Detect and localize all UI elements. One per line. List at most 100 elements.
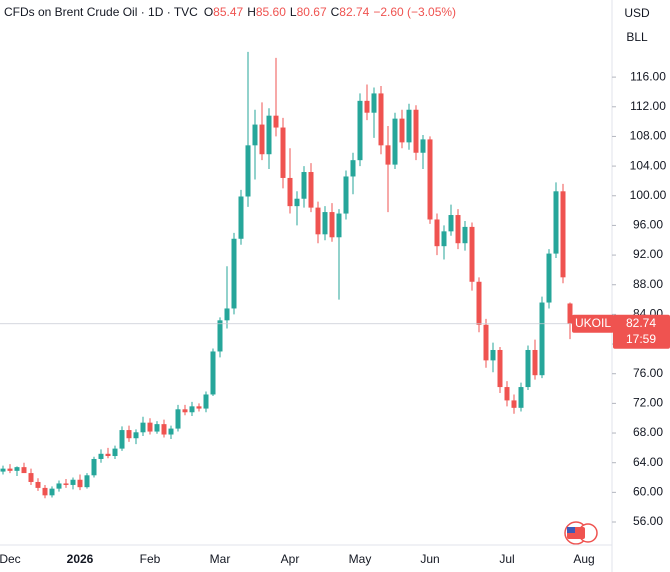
candle-body — [448, 215, 454, 232]
candle — [231, 232, 237, 315]
candle-body — [511, 400, 517, 408]
candle — [14, 466, 20, 477]
candle — [49, 486, 55, 498]
candle — [21, 462, 27, 474]
candle-body — [56, 483, 62, 489]
candle — [91, 456, 97, 478]
candle-body — [378, 93, 384, 146]
candle-body — [0, 468, 6, 472]
ohlc-value: 82.74 — [339, 5, 369, 19]
candle-body — [539, 302, 545, 376]
candle — [266, 108, 272, 170]
candle-body — [280, 127, 286, 178]
candle-body — [63, 483, 69, 485]
candle-body — [385, 145, 391, 165]
candle — [7, 464, 13, 474]
flag-canton — [567, 527, 575, 533]
countdown: 17:59 — [626, 332, 656, 346]
candle-body — [329, 212, 335, 238]
candle-body — [84, 475, 90, 488]
candle — [161, 419, 167, 438]
candle — [35, 478, 41, 491]
candle — [203, 391, 209, 413]
y-tick-label: 108.00 — [630, 129, 667, 143]
candle — [546, 249, 552, 309]
candle — [490, 342, 496, 373]
candle — [154, 421, 160, 434]
candle — [301, 166, 307, 208]
candle-body — [168, 428, 174, 435]
candle — [371, 87, 377, 138]
candle — [329, 203, 335, 242]
symbol-tag — [572, 314, 614, 333]
candle-body — [238, 196, 244, 239]
candle — [357, 93, 363, 167]
candle-body — [357, 100, 363, 161]
candle — [273, 57, 279, 137]
candle — [196, 403, 202, 412]
candle-body — [287, 177, 293, 207]
candle-body — [161, 424, 167, 435]
candle-body — [504, 387, 510, 401]
candle — [322, 206, 328, 241]
flag-icon[interactable] — [564, 521, 598, 545]
candle-body — [273, 115, 279, 128]
candle-body — [518, 387, 524, 408]
candle — [189, 401, 195, 416]
candle-body — [203, 394, 209, 409]
candle-body — [497, 349, 503, 388]
candle — [77, 474, 83, 491]
candle — [224, 266, 230, 329]
candle — [539, 296, 545, 379]
candle-body — [315, 207, 321, 235]
y-tick-label: 116.00 — [630, 69, 666, 83]
candle-body — [91, 458, 97, 476]
chart-title: CFDs on Brent Crude Oil · 1D · TVC — [4, 5, 198, 19]
ohlc-value: 80.67 — [297, 5, 327, 19]
y-tick-label: 96.00 — [633, 218, 663, 232]
candle-body — [490, 349, 496, 361]
candle-body — [455, 215, 461, 244]
candle — [399, 109, 405, 149]
candle-body — [441, 231, 447, 247]
candle — [0, 465, 6, 475]
ohlc-value: 85.47 — [213, 5, 243, 19]
candle — [210, 348, 216, 396]
candle — [532, 339, 538, 380]
candle-body — [301, 172, 307, 199]
candle — [315, 201, 321, 244]
candle — [448, 204, 454, 236]
currency[interactable]: USD — [624, 6, 650, 20]
candle-body — [476, 281, 482, 325]
x-tick-label: Apr — [281, 552, 300, 566]
candle-body — [7, 468, 13, 471]
ohlc-key: C — [331, 5, 340, 19]
unit[interactable]: BLL — [626, 30, 648, 44]
candle — [336, 209, 342, 300]
candle — [406, 103, 412, 150]
candle-body — [336, 213, 342, 238]
candle-body — [147, 422, 153, 432]
candle — [42, 484, 48, 499]
candle-body — [154, 424, 160, 432]
candle-body — [553, 191, 559, 254]
candle — [280, 117, 286, 189]
candle-body — [28, 473, 34, 482]
header-text: CFDs on Brent Crude Oil · 1D · TVC O85.47… — [4, 5, 456, 19]
candle — [413, 105, 419, 161]
candle — [462, 220, 468, 251]
candle — [238, 189, 244, 245]
ohlc-value: 85.60 — [256, 5, 286, 19]
candle-body — [14, 467, 20, 471]
x-tick-label: 2026 — [67, 552, 94, 566]
candle-body — [35, 481, 41, 488]
candle-body — [399, 118, 405, 143]
candle-body — [119, 430, 125, 449]
candle — [245, 51, 251, 207]
candle — [385, 126, 391, 213]
candle-body — [182, 409, 188, 413]
y-tick-label: 88.00 — [633, 277, 663, 291]
